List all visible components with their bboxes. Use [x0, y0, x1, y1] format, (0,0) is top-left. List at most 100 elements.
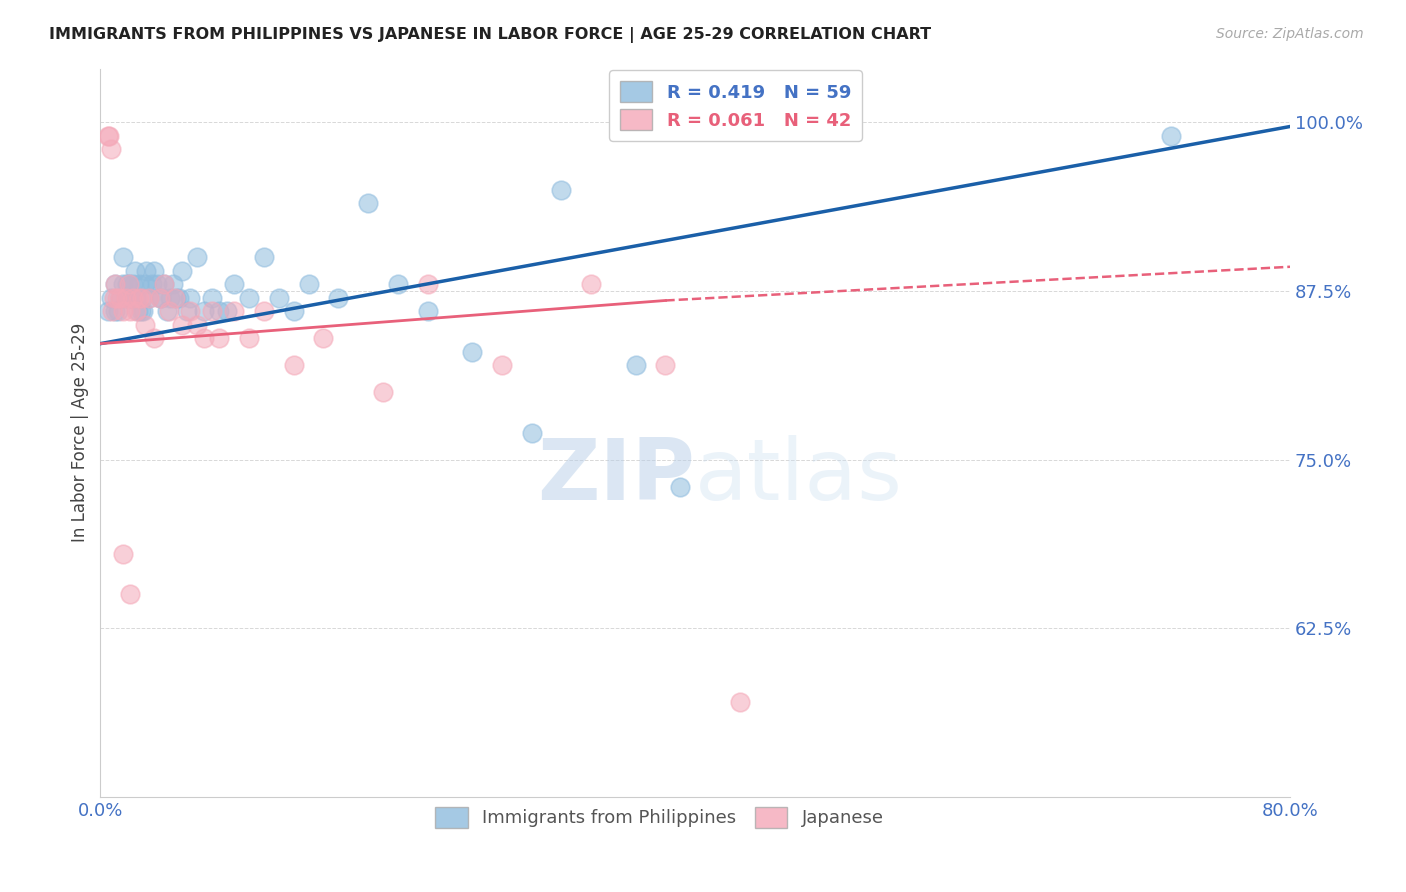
Point: [167, 291, 190, 305]
Point: [124, 264, 146, 278]
Point: [134, 318, 156, 332]
Point: [153, 277, 176, 292]
Point: [153, 277, 176, 292]
Point: [253, 250, 276, 264]
Text: atlas: atlas: [695, 434, 903, 518]
Point: [100, 291, 122, 305]
Point: [328, 291, 350, 305]
Y-axis label: In Labor Force | Age 25-29: In Labor Force | Age 25-29: [72, 323, 89, 542]
Point: [100, 143, 122, 157]
Text: ZIP: ZIP: [537, 434, 695, 518]
Point: [150, 291, 173, 305]
Point: [416, 277, 439, 292]
Point: [121, 291, 143, 305]
Point: [172, 318, 194, 332]
Legend: Immigrants from Philippines, Japanese: Immigrants from Philippines, Japanese: [429, 800, 891, 835]
Point: [186, 318, 208, 332]
Point: [111, 547, 134, 561]
Point: [283, 358, 305, 372]
Point: [117, 277, 139, 292]
Point: [312, 331, 335, 345]
Point: [165, 291, 187, 305]
Point: [283, 304, 305, 318]
Point: [157, 304, 180, 318]
Point: [138, 291, 160, 305]
Point: [163, 291, 186, 305]
Point: [120, 291, 142, 305]
Point: [224, 277, 246, 292]
Point: [520, 425, 543, 440]
Point: [416, 304, 439, 318]
Point: [125, 291, 148, 305]
Point: [186, 250, 208, 264]
Point: [135, 264, 157, 278]
Point: [111, 250, 134, 264]
Point: [104, 277, 127, 292]
Point: [201, 304, 224, 318]
Point: [146, 277, 169, 292]
Point: [125, 304, 148, 318]
Point: [111, 277, 134, 292]
Point: [131, 291, 153, 305]
Point: [176, 304, 198, 318]
Point: [491, 358, 513, 372]
Point: [624, 358, 647, 372]
Point: [122, 291, 145, 305]
Point: [179, 291, 201, 305]
Point: [172, 264, 194, 278]
Point: [129, 304, 152, 318]
Point: [128, 291, 150, 305]
Point: [193, 304, 215, 318]
Point: [387, 277, 409, 292]
Point: [101, 304, 124, 318]
Point: [461, 344, 484, 359]
Point: [224, 304, 246, 318]
Point: [156, 304, 179, 318]
Point: [132, 304, 155, 318]
Text: IMMIGRANTS FROM PHILIPPINES VS JAPANESE IN LABOR FORCE | AGE 25-29 CORRELATION C: IMMIGRANTS FROM PHILIPPINES VS JAPANESE …: [49, 27, 931, 43]
Point: [238, 331, 260, 345]
Point: [149, 291, 172, 305]
Point: [669, 480, 692, 494]
Point: [215, 304, 238, 318]
Point: [193, 331, 215, 345]
Point: [1160, 128, 1182, 143]
Point: [98, 128, 121, 143]
Point: [208, 331, 231, 345]
Point: [120, 304, 142, 318]
Point: [128, 277, 150, 292]
Point: [117, 277, 139, 292]
Point: [371, 385, 394, 400]
Point: [107, 304, 129, 318]
Point: [579, 277, 602, 292]
Point: [162, 277, 184, 292]
Point: [159, 291, 181, 305]
Point: [114, 291, 136, 305]
Point: [201, 291, 224, 305]
Point: [267, 291, 290, 305]
Point: [127, 304, 149, 318]
Point: [728, 695, 751, 709]
Point: [111, 304, 134, 318]
Point: [138, 291, 160, 305]
Point: [108, 291, 131, 305]
Point: [253, 304, 276, 318]
Point: [297, 277, 319, 292]
Point: [122, 277, 145, 292]
Point: [108, 291, 131, 305]
Point: [104, 304, 127, 318]
Point: [131, 291, 153, 305]
Point: [105, 291, 128, 305]
Point: [654, 358, 676, 372]
Point: [97, 304, 120, 318]
Point: [97, 128, 120, 143]
Point: [550, 183, 572, 197]
Point: [141, 277, 163, 292]
Point: [208, 304, 231, 318]
Point: [238, 291, 260, 305]
Point: [179, 304, 201, 318]
Text: Source: ZipAtlas.com: Source: ZipAtlas.com: [1216, 27, 1364, 41]
Point: [115, 277, 138, 292]
Point: [114, 291, 136, 305]
Point: [357, 196, 380, 211]
